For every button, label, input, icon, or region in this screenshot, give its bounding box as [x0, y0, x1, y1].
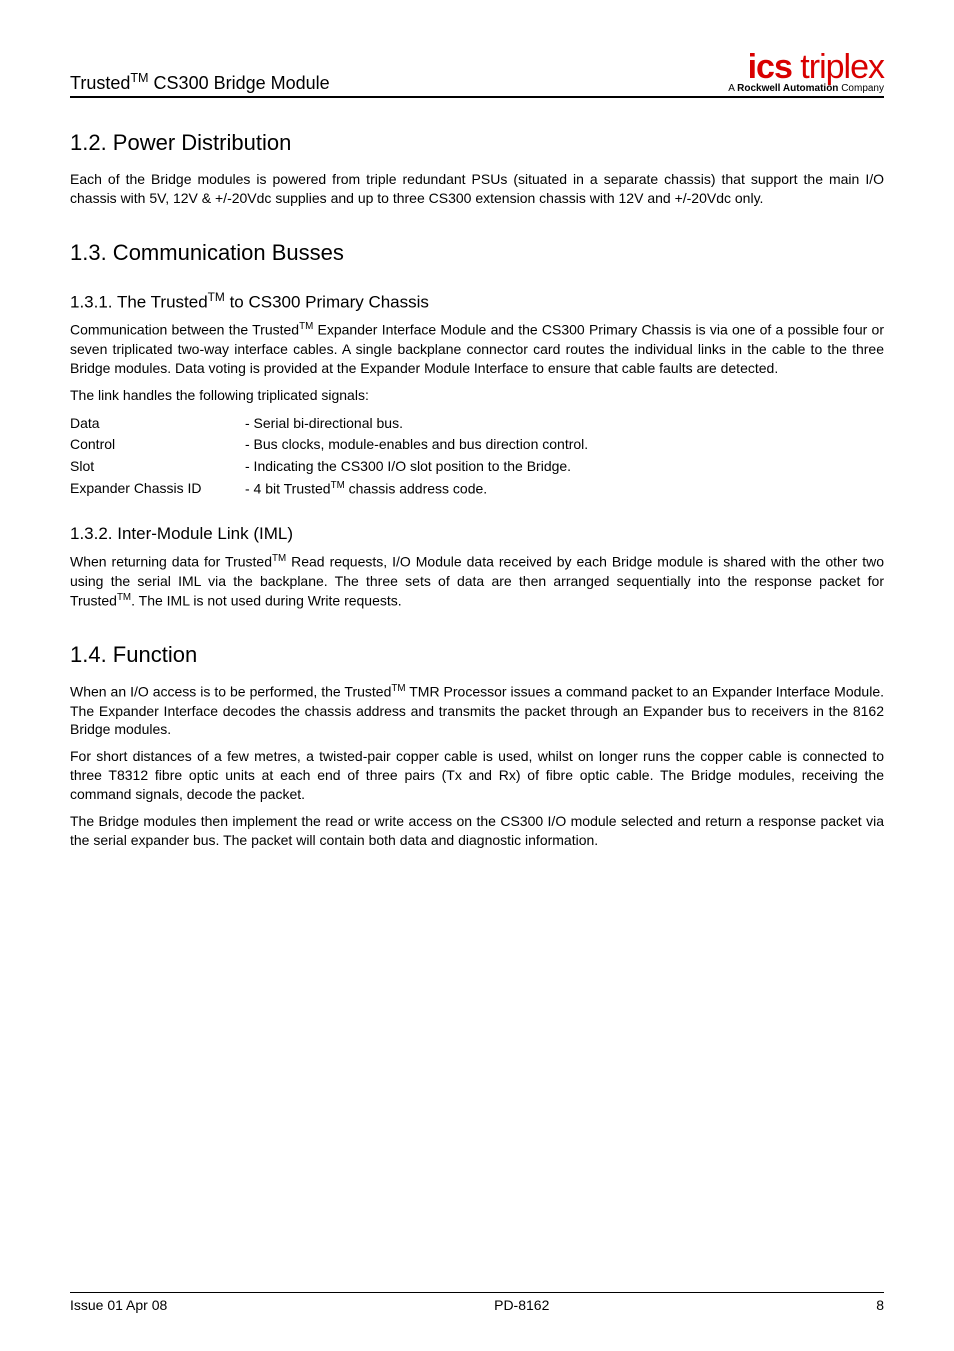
section-1-4-p2: For short distances of a few metres, a t…	[70, 747, 884, 804]
footer-line: Issue 01 Apr 08 PD-8162 8	[70, 1292, 884, 1313]
s131-p1-prefix: Communication between the Trusted	[70, 322, 299, 338]
section-1-3-2-heading: 1.3.2. Inter-Module Link (IML)	[70, 524, 884, 544]
logo-block: ics triplex A Rockwell Automation Compan…	[728, 50, 884, 94]
signal-data-label: Data	[70, 413, 245, 435]
section-1-3-heading: 1.3. Communication Busses	[70, 240, 884, 266]
section-1-3-1-heading: 1.3.1. The TrustedTM to CS300 Primary Ch…	[70, 290, 884, 313]
logo-sub: A Rockwell Automation Company	[728, 84, 884, 94]
signal-exp-value: - 4 bit TrustedTM chassis address code.	[245, 478, 487, 500]
section-1-4-p1: When an I/O access is to be performed, t…	[70, 682, 884, 739]
s14-p1-a: When an I/O access is to be performed, t…	[70, 684, 391, 700]
signal-list: Data - Serial bi-directional bus. Contro…	[70, 413, 884, 500]
section-1-4-p3: The Bridge modules then implement the re…	[70, 812, 884, 850]
signal-row-data: Data - Serial bi-directional bus.	[70, 413, 884, 435]
section-1-4-heading: 1.4. Function	[70, 642, 884, 668]
s131-heading-suffix: to CS300 Primary Chassis	[225, 292, 429, 311]
logo-main: ics triplex	[728, 50, 884, 84]
s131-heading-prefix: 1.3.1. The Trusted	[70, 292, 208, 311]
signal-row-expander: Expander Chassis ID - 4 bit TrustedTM ch…	[70, 478, 884, 500]
footer-left: Issue 01 Apr 08	[70, 1297, 167, 1313]
s132-p1-tm1: TM	[272, 553, 286, 564]
signal-control-label: Control	[70, 434, 245, 456]
section-1-3-1-p1: Communication between the TrustedTM Expa…	[70, 320, 884, 377]
footer-center: PD-8162	[494, 1297, 549, 1313]
signal-exp-tm: TM	[331, 480, 345, 491]
signal-row-slot: Slot - Indicating the CS300 I/O slot pos…	[70, 456, 884, 478]
signal-exp-value-prefix: - 4 bit Trusted	[245, 480, 331, 496]
footer-right: 8	[876, 1297, 884, 1313]
header-title-tm: TM	[130, 71, 148, 85]
header-title-prefix: Trusted	[70, 73, 130, 93]
signal-exp-value-suffix: chassis address code.	[345, 480, 487, 496]
logo-triplex: triplex	[792, 48, 884, 86]
logo-sub-bold: Rockwell Automation	[737, 83, 838, 94]
section-1-3-2-p1: When returning data for TrustedTM Read r…	[70, 552, 884, 610]
s131-heading-tm: TM	[208, 290, 225, 304]
s131-p1-tm: TM	[299, 321, 313, 332]
s14-p1-tm: TM	[391, 683, 405, 694]
logo-sub-suffix: Company	[838, 83, 884, 94]
page-header: TrustedTM CS300 Bridge Module ics triple…	[70, 50, 884, 98]
section-1-2-heading: 1.2. Power Distribution	[70, 130, 884, 156]
signal-slot-value: - Indicating the CS300 I/O slot position…	[245, 456, 571, 478]
logo-sub-prefix: A	[728, 83, 737, 94]
header-title-suffix: CS300 Bridge Module	[149, 73, 330, 93]
header-title: TrustedTM CS300 Bridge Module	[70, 71, 330, 94]
page-footer: Issue 01 Apr 08 PD-8162 8	[70, 1292, 884, 1313]
section-1-3-1-p2: The link handles the following triplicat…	[70, 386, 884, 405]
signal-row-control: Control - Bus clocks, module-enables and…	[70, 434, 884, 456]
signal-data-value: - Serial bi-directional bus.	[245, 413, 403, 435]
logo-ics: ics	[748, 48, 792, 86]
signal-exp-label: Expander Chassis ID	[70, 478, 245, 500]
section-1-2-p1: Each of the Bridge modules is powered fr…	[70, 170, 884, 208]
s132-p1-c: . The IML is not used during Write reque…	[131, 592, 402, 608]
s132-p1-tm2: TM	[117, 592, 131, 603]
s132-p1-a: When returning data for Trusted	[70, 554, 272, 570]
signal-control-value: - Bus clocks, module-enables and bus dir…	[245, 434, 588, 456]
signal-slot-label: Slot	[70, 456, 245, 478]
